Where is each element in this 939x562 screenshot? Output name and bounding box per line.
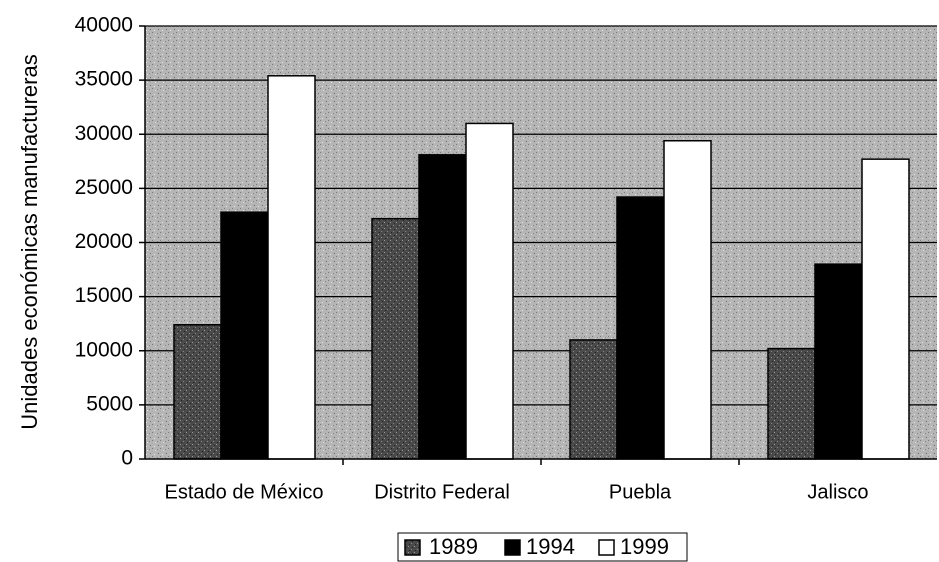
bar-1994 xyxy=(418,154,467,460)
bar-1989 xyxy=(173,324,222,460)
y-tick-label: 10000 xyxy=(75,338,133,361)
x-category-label: Jalisco xyxy=(807,481,868,503)
bar-1999 xyxy=(465,122,514,460)
bar-1989 xyxy=(569,339,618,460)
y-tick-label: 35000 xyxy=(75,68,133,91)
y-tick-label: 5000 xyxy=(86,392,133,415)
bar-1994 xyxy=(616,196,665,460)
legend-swatch-1999 xyxy=(598,539,615,556)
y-tick-label: 25000 xyxy=(75,176,133,199)
y-tick-label: 0 xyxy=(121,447,133,470)
legend-label: 1994 xyxy=(526,534,575,559)
legend-label: 1989 xyxy=(429,534,478,559)
y-tick-label: 40000 xyxy=(75,14,133,37)
bar-1989 xyxy=(371,217,420,460)
y-tick-label: 15000 xyxy=(75,284,133,307)
legend-box xyxy=(397,532,688,562)
legend: 1989 1994 1999 xyxy=(397,532,688,562)
bars xyxy=(173,75,910,460)
legend-label: 1999 xyxy=(620,534,669,559)
bar-1989 xyxy=(767,347,816,460)
legend-swatch-1994 xyxy=(504,539,521,556)
x-category-label: Distrito Federal xyxy=(374,481,510,503)
bar-1999 xyxy=(861,158,910,460)
y-axis-ticks: 0 5000 10000 15000 20000 25000 30000 35000 40000 xyxy=(75,14,145,470)
y-axis-label: Unidades económicas manufactureras xyxy=(17,54,42,429)
x-category-label: Puebla xyxy=(609,481,672,503)
bar-1994 xyxy=(814,263,863,460)
bar-1999 xyxy=(267,75,316,460)
legend-swatch-1989 xyxy=(404,539,421,556)
x-category-label: Estado de México xyxy=(165,481,324,503)
y-tick-label: 20000 xyxy=(75,230,133,253)
y-tick-label: 30000 xyxy=(75,122,133,145)
x-axis-categories: Estado de México Distrito Federal Puebla Ja… xyxy=(165,459,869,503)
bar-1999 xyxy=(663,139,712,460)
bar-1994 xyxy=(220,211,269,460)
